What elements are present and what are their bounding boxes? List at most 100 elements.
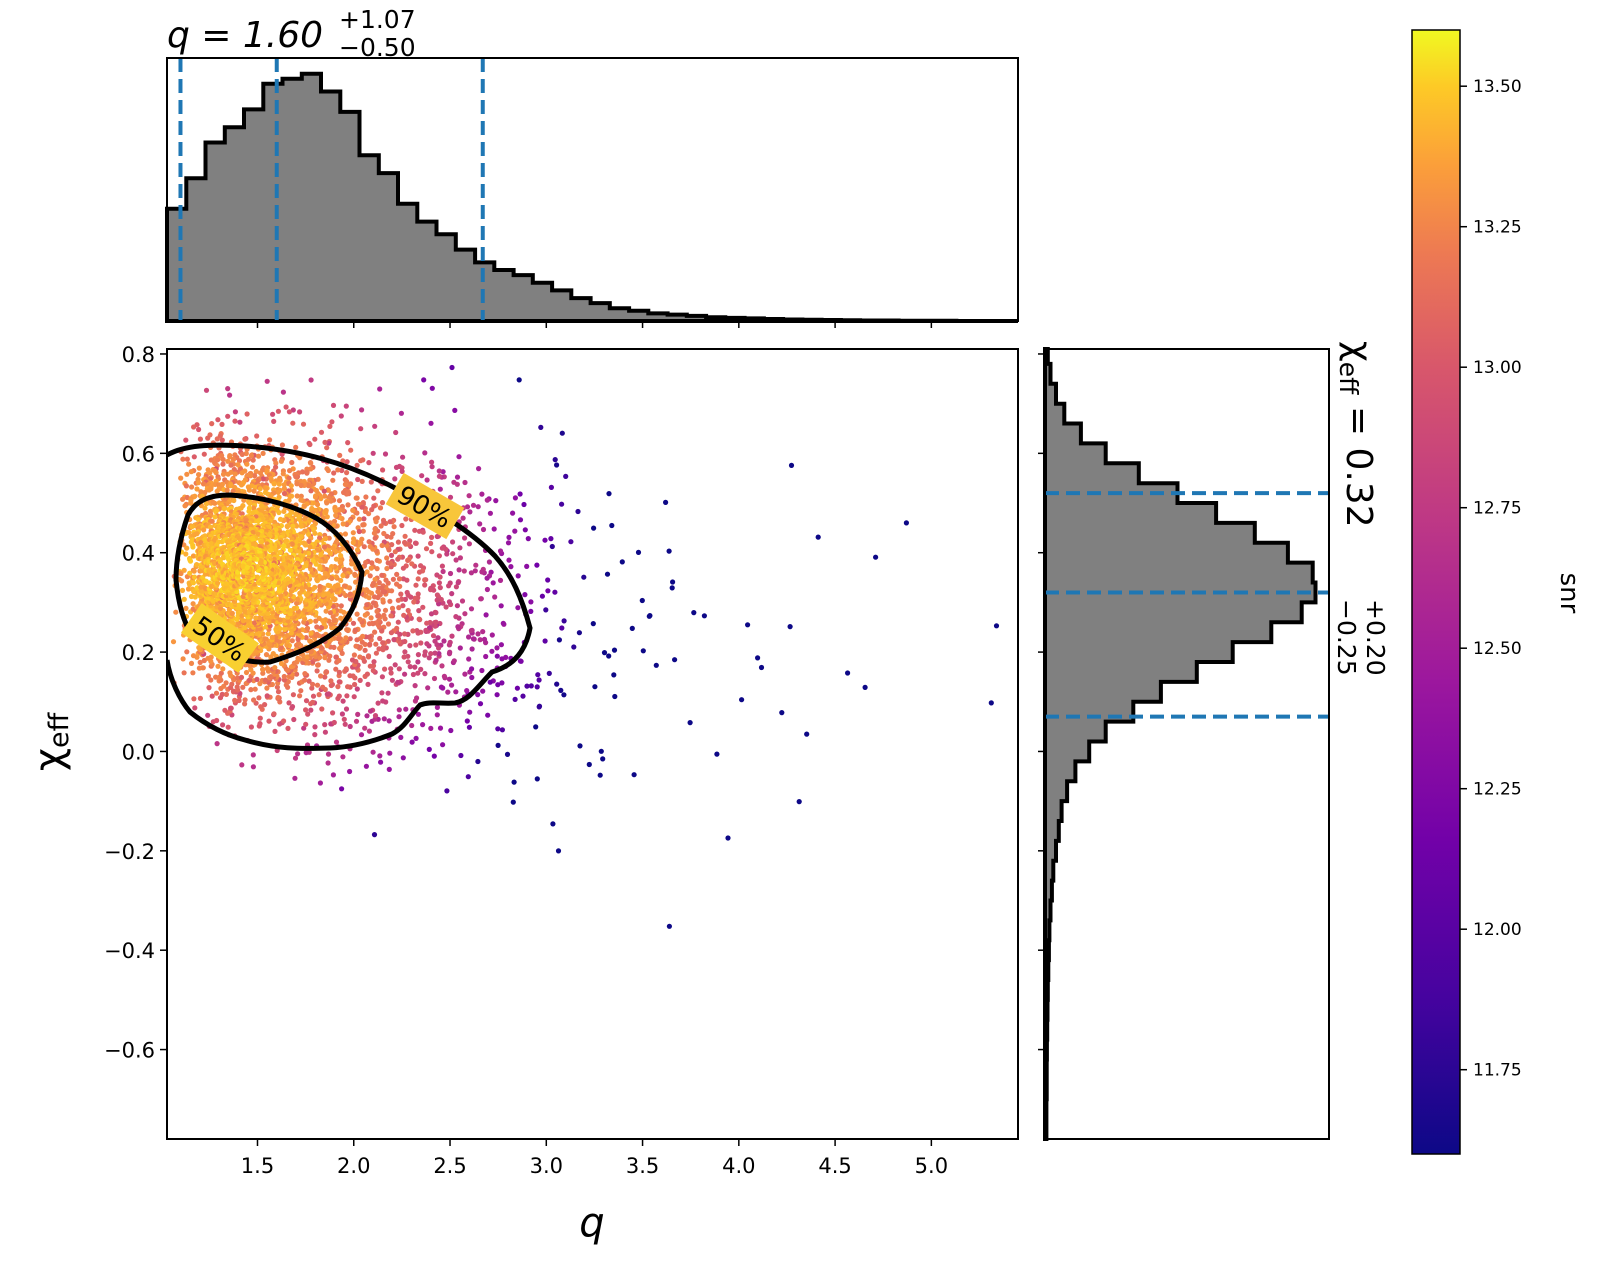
scatter-point xyxy=(325,467,331,474)
scatter-point xyxy=(306,538,312,545)
scatter-point xyxy=(304,654,310,660)
scatter-point xyxy=(347,723,353,730)
scatter-point xyxy=(424,477,430,483)
scatter-point xyxy=(248,667,254,673)
scatter-point xyxy=(336,693,342,699)
scatter-point xyxy=(367,544,373,550)
scatter-point xyxy=(327,423,333,429)
scatter-point xyxy=(456,454,462,460)
scatter-point xyxy=(368,615,374,621)
scatter-point xyxy=(205,712,211,718)
scatter-point xyxy=(396,714,402,720)
scatter-point xyxy=(310,693,317,699)
scatter-point xyxy=(418,666,424,673)
scatter-point xyxy=(381,716,387,722)
scatter-point xyxy=(312,724,318,730)
scatter-point xyxy=(414,695,420,701)
scatter-point xyxy=(372,526,378,532)
scatter-point xyxy=(341,583,348,589)
scatter-point xyxy=(190,544,196,550)
scatter-point xyxy=(254,676,260,683)
scatter-point xyxy=(232,409,238,415)
x-tick-label: 5.0 xyxy=(915,1154,948,1178)
label-bg-50 xyxy=(181,603,259,673)
scatter-point xyxy=(387,598,393,604)
scatter-point xyxy=(322,722,328,728)
scatter-point xyxy=(262,702,268,708)
scatter-point xyxy=(663,499,669,505)
scatter-point xyxy=(420,722,426,728)
scatter-point xyxy=(436,553,442,559)
scatter-point xyxy=(178,475,184,481)
scatter-point xyxy=(350,539,356,546)
contour-50 xyxy=(173,492,365,665)
scatter-point xyxy=(257,715,263,721)
scatter-point xyxy=(370,667,376,674)
scatter-point xyxy=(415,591,421,597)
colorbar-tick-label: 13.50 xyxy=(1473,77,1522,97)
scatter-point xyxy=(196,645,202,651)
scatter-point xyxy=(317,587,323,593)
scatter-point xyxy=(400,603,406,609)
scatter-point xyxy=(362,612,368,618)
scatter-point xyxy=(298,482,304,489)
scatter-point xyxy=(348,447,354,453)
scatter-point xyxy=(333,512,339,519)
scatter-point xyxy=(388,552,395,559)
scatter-point xyxy=(209,518,215,524)
scatter-point xyxy=(250,457,256,463)
scatter-point xyxy=(279,442,285,448)
scatter-point xyxy=(294,671,300,677)
scatter-point xyxy=(450,551,456,557)
scatter-point xyxy=(347,636,353,642)
scatter-point xyxy=(525,536,531,542)
scatter-point xyxy=(453,614,459,620)
scatter-point xyxy=(274,624,280,630)
scatter-point xyxy=(373,519,379,525)
scatter-point xyxy=(363,494,369,500)
scatter-point xyxy=(320,684,326,690)
scatter-point xyxy=(353,579,359,585)
scatter-point xyxy=(576,630,583,636)
scatter-point xyxy=(318,624,325,631)
scatter-point xyxy=(511,779,517,785)
scatter-point xyxy=(354,462,360,468)
scatter-point xyxy=(437,585,443,591)
scatter-point xyxy=(242,701,248,707)
scatter-point xyxy=(383,577,389,583)
scatter-point xyxy=(342,481,348,487)
scatter-point xyxy=(208,654,214,660)
scatter-point xyxy=(342,721,348,727)
scatter-point xyxy=(379,674,385,680)
scatter-point xyxy=(187,558,194,564)
scatter-point xyxy=(195,480,201,486)
scatter-point xyxy=(428,587,434,593)
scatter-point xyxy=(606,491,612,497)
scatter-point xyxy=(428,725,434,732)
scatter-point xyxy=(356,528,362,535)
scatter-point xyxy=(377,753,383,759)
scatter-point xyxy=(191,574,198,580)
scatter-point xyxy=(303,707,309,713)
scatter-point xyxy=(422,671,428,677)
scatter-point xyxy=(370,600,377,606)
scatter-point xyxy=(293,444,299,450)
scatter-point xyxy=(401,654,407,660)
scatter-point xyxy=(431,675,438,682)
x-tick-label: 3.5 xyxy=(626,1154,659,1178)
scatter-point xyxy=(447,649,453,655)
scatter-point xyxy=(422,649,428,655)
scatter-point xyxy=(260,666,266,673)
scatter-point xyxy=(271,481,277,487)
scatter-point xyxy=(340,521,346,527)
scatter-point xyxy=(281,490,288,497)
scatter-point xyxy=(246,487,252,493)
scatter-point xyxy=(267,548,274,554)
scatter-point xyxy=(601,650,608,656)
colorbar-tick-label: 13.00 xyxy=(1473,358,1522,378)
scatter-point xyxy=(534,562,540,568)
scatter-point xyxy=(184,471,190,477)
scatter-point xyxy=(447,639,453,646)
scatter-point xyxy=(462,479,468,486)
scatter-point xyxy=(340,754,346,760)
